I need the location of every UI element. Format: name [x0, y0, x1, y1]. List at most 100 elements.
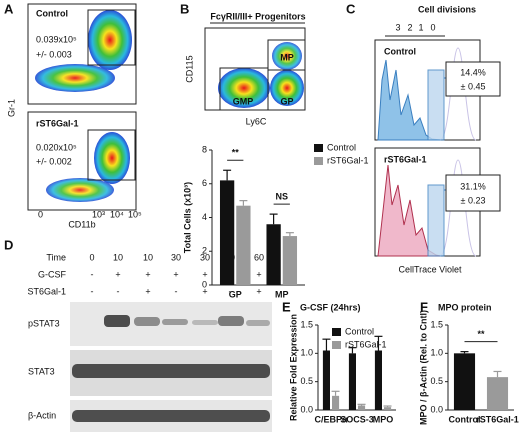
western-blot — [70, 302, 272, 432]
x-tick-label: MPO — [373, 414, 394, 424]
axis-label: Ly6C — [246, 116, 267, 126]
y-tick-label: 2 — [202, 246, 207, 256]
tick-label: 10⁵ — [128, 209, 142, 219]
tick-label: 0 — [38, 209, 43, 219]
bar — [453, 353, 476, 410]
flow-plot — [204, 27, 306, 111]
count-error: +/- 0.002 — [36, 156, 72, 166]
legend-label: rST6Gal-1 — [345, 339, 387, 349]
chart-title: MPO protein — [438, 302, 492, 312]
y-tick-label: 0.5 — [430, 376, 443, 386]
gate-label: GP — [280, 96, 293, 106]
group-label: rST6Gal-1 — [36, 118, 79, 128]
axis-label: Total Cells (x10³) — [182, 182, 192, 253]
row-cell: + — [173, 269, 178, 279]
legend-swatch — [314, 157, 323, 165]
legend-label: Control — [327, 142, 356, 152]
row-cell: - — [91, 286, 94, 296]
count: 0.020x10⁵ — [36, 142, 77, 152]
gate-label: MP — [280, 52, 294, 62]
percent: 31.1% — [460, 181, 486, 191]
bar — [322, 350, 330, 410]
y-tick-label: 1.5 — [430, 319, 443, 329]
flow-plot — [27, 111, 137, 211]
legend-label: Control — [345, 326, 374, 336]
axis-label: MPO / β-Actin (Rel. to Cntl) — [418, 310, 428, 425]
histogram — [374, 39, 501, 141]
percent: 14.4% — [460, 67, 486, 77]
row-cell: 10 — [143, 252, 153, 262]
row-label: Time — [46, 252, 66, 262]
y-tick-label: 6 — [202, 178, 207, 188]
row-cell: 60 — [254, 252, 264, 262]
row-label: ST6Gal-1 — [27, 286, 66, 296]
legend-label: rST6Gal-1 — [327, 155, 369, 165]
flow-plot — [27, 3, 137, 105]
panel-label: D — [4, 237, 13, 252]
row-label: G-CSF — [38, 269, 67, 279]
row-cell: 30 — [171, 252, 181, 262]
row-cell: 10 — [113, 252, 123, 262]
count: 0.039x10⁵ — [36, 34, 77, 44]
division-label: 0 — [430, 22, 435, 32]
x-tick-label: rST6Gal-1 — [476, 414, 519, 424]
axis-label: CD115 — [184, 55, 194, 82]
row-cell: + — [256, 286, 261, 296]
percent-error: ± 0.45 — [461, 81, 486, 91]
y-tick-label: 1.0 — [300, 348, 313, 358]
row-cell: + — [145, 269, 150, 279]
y-tick-label: 1.5 — [300, 319, 313, 329]
gate-label: GMP — [233, 96, 254, 106]
x-tick-label: MP — [275, 289, 289, 299]
row-cell: + — [145, 286, 150, 296]
y-tick-label: 8 — [202, 144, 207, 154]
bar — [332, 395, 340, 410]
y-tick-label: 0 — [202, 279, 207, 289]
division-label: 2 — [407, 22, 412, 32]
row-cell: + — [202, 269, 207, 279]
y-tick-label: 0.0 — [430, 404, 443, 414]
x-tick-label: GP — [229, 289, 242, 299]
blot-label: STAT3 — [28, 366, 55, 376]
tick-label: 10⁴ — [110, 209, 124, 219]
bar — [282, 236, 298, 285]
row-cell: - — [229, 286, 232, 296]
group-label: Control — [36, 8, 68, 18]
chart-title: G-CSF (24hrs) — [300, 302, 361, 312]
row-cell: 30 — [200, 252, 210, 262]
percent-error: ± 0.23 — [461, 195, 486, 205]
y-tick-label: 1.0 — [430, 348, 443, 358]
group-label: Control — [384, 46, 416, 56]
bar — [348, 353, 356, 410]
x-tick-label: C/EBPα — [314, 414, 348, 424]
bar — [219, 180, 235, 285]
row-cell: + — [115, 269, 120, 279]
bar — [486, 377, 509, 410]
annotation: ** — [232, 148, 240, 158]
row-cell: - — [117, 286, 120, 296]
count-error: +/- 0.003 — [36, 49, 72, 59]
bar — [236, 205, 251, 285]
x-tick-label: SOCS-3 — [340, 414, 374, 424]
row-cell: - — [175, 286, 178, 296]
annotation: NS — [275, 192, 288, 202]
division-label: 1 — [418, 22, 423, 32]
y-tick-label: 0.0 — [300, 404, 313, 414]
axis-label: CellTrace Violet — [398, 264, 462, 274]
panel-label: A — [4, 1, 14, 16]
bar — [358, 405, 366, 410]
bar — [374, 350, 382, 410]
axis-label: Relative Fold Expression — [288, 314, 298, 421]
panel-label: B — [180, 1, 189, 16]
legend-swatch — [332, 328, 341, 336]
division-label: 3 — [395, 22, 400, 32]
row-cell: + — [202, 286, 207, 296]
annotation: ** — [477, 329, 485, 339]
histogram — [374, 147, 501, 257]
panel-title: Cell divisions — [418, 4, 476, 14]
panel-label: C — [346, 1, 356, 16]
blot-label: pSTAT3 — [28, 318, 60, 328]
bar — [384, 407, 392, 410]
legend-swatch — [332, 341, 341, 349]
